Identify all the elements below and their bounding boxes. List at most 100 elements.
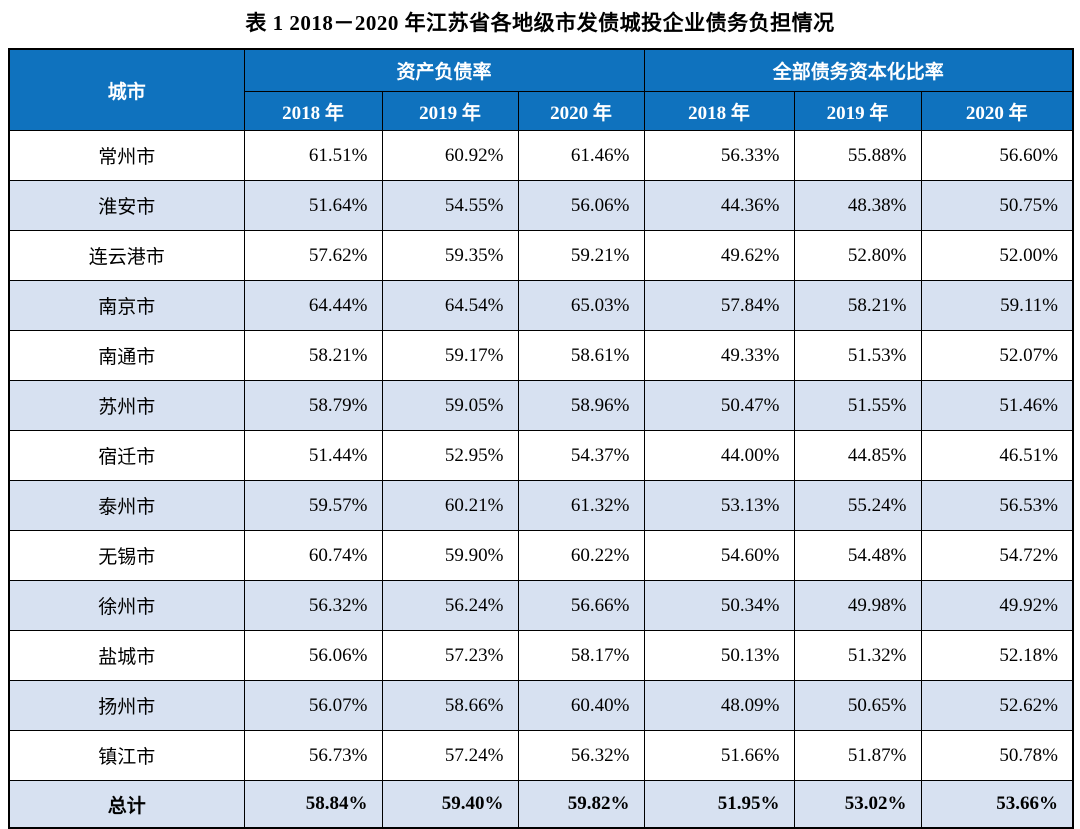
value-cell: 52.62% — [920, 680, 1074, 731]
table-row: 淮安市 51.64% 54.55% 56.06% 44.36% 48.38% 50.75% — [8, 180, 1074, 231]
value-cell: 44.36% — [643, 180, 795, 231]
value-cell: 58.21% — [243, 330, 383, 381]
value-cell: 49.92% — [920, 580, 1074, 631]
table-row-total: 总计 58.84% 59.40% 59.82% 51.95% 53.02% 53.66% — [8, 780, 1074, 829]
header-cell-year: 2018 年 — [643, 91, 795, 131]
value-cell: 56.73% — [243, 730, 383, 781]
value-cell: 50.75% — [920, 180, 1074, 231]
value-cell: 56.06% — [517, 180, 645, 231]
header-cell-year: 2020 年 — [920, 91, 1074, 131]
table-row: 无锡市 60.74% 59.90% 60.22% 54.60% 54.48% 54.72% — [8, 530, 1074, 581]
value-cell: 57.24% — [381, 730, 519, 781]
value-cell: 50.34% — [643, 580, 795, 631]
value-cell: 64.54% — [381, 280, 519, 331]
value-cell: 60.22% — [517, 530, 645, 581]
table-row: 盐城市 56.06% 57.23% 58.17% 50.13% 51.32% 52.18% — [8, 630, 1074, 681]
value-cell: 59.90% — [381, 530, 519, 581]
value-cell: 56.06% — [243, 630, 383, 681]
header-cell-asset-liability-ratio: 资产负债率 — [243, 48, 645, 92]
header-year-row: 2018 年 2019 年 2020 年 2018 年 2019 年 2020 … — [9, 91, 1074, 131]
city-cell: 无锡市 — [8, 530, 245, 581]
value-cell: 56.33% — [643, 130, 795, 181]
header-group-row: 城市 资产负债率 全部债务资本化比率 — [8, 48, 1074, 131]
value-cell: 56.24% — [381, 580, 519, 631]
city-cell: 常州市 — [8, 130, 245, 181]
city-cell: 南通市 — [8, 330, 245, 381]
value-cell: 58.21% — [793, 280, 922, 331]
value-cell: 51.55% — [793, 380, 922, 431]
value-cell: 56.66% — [517, 580, 645, 631]
value-cell: 58.79% — [243, 380, 383, 431]
value-cell: 58.66% — [381, 680, 519, 731]
table-row: 南通市 58.21% 59.17% 58.61% 49.33% 51.53% 52.07% — [8, 330, 1074, 381]
value-cell: 52.80% — [793, 230, 922, 281]
value-cell: 44.85% — [793, 430, 922, 481]
table-header: 城市 资产负债率 全部债务资本化比率 2018 年 2019 年 2020 年 … — [8, 48, 1074, 131]
value-cell: 59.40% — [381, 780, 519, 829]
value-cell: 60.40% — [517, 680, 645, 731]
value-cell: 57.84% — [643, 280, 795, 331]
city-cell: 苏州市 — [8, 380, 245, 431]
header-cell-year: 2018 年 — [243, 91, 383, 131]
value-cell: 55.88% — [793, 130, 922, 181]
city-cell: 盐城市 — [8, 630, 245, 681]
value-cell: 50.13% — [643, 630, 795, 681]
table-row: 徐州市 56.32% 56.24% 56.66% 50.34% 49.98% 49.92% — [8, 580, 1074, 631]
value-cell: 51.46% — [920, 380, 1074, 431]
table-row: 苏州市 58.79% 59.05% 58.96% 50.47% 51.55% 51.46% — [8, 380, 1074, 431]
value-cell: 51.66% — [643, 730, 795, 781]
value-cell: 56.53% — [920, 480, 1074, 531]
table-row: 连云港市 57.62% 59.35% 59.21% 49.62% 52.80% 52.00% — [8, 230, 1074, 281]
value-cell: 64.44% — [243, 280, 383, 331]
value-cell: 59.21% — [517, 230, 645, 281]
value-cell: 52.00% — [920, 230, 1074, 281]
header-cell-total-debt-capitalization-ratio: 全部债务资本化比率 — [643, 48, 1074, 92]
value-cell: 51.44% — [243, 430, 383, 481]
table-title: 表 1 2018－2020 年江苏省各地级市发债城投企业债务负担情况 — [245, 11, 835, 35]
value-cell: 50.78% — [920, 730, 1074, 781]
value-cell: 51.87% — [793, 730, 922, 781]
value-cell: 56.32% — [517, 730, 645, 781]
value-cell: 57.62% — [243, 230, 383, 281]
header-cell-year: 2020 年 — [517, 91, 645, 131]
value-cell: 54.60% — [643, 530, 795, 581]
value-cell: 56.60% — [920, 130, 1074, 181]
table-row: 镇江市 56.73% 57.24% 56.32% 51.66% 51.87% 50.78% — [8, 730, 1074, 781]
city-cell: 徐州市 — [8, 580, 245, 631]
value-cell: 51.32% — [793, 630, 922, 681]
city-cell: 连云港市 — [8, 230, 245, 281]
value-cell: 56.32% — [243, 580, 383, 631]
city-cell: 宿迁市 — [8, 430, 245, 481]
table-row: 南京市 64.44% 64.54% 65.03% 57.84% 58.21% 59.11% — [8, 280, 1074, 331]
value-cell: 58.96% — [517, 380, 645, 431]
table-row: 宿迁市 51.44% 52.95% 54.37% 44.00% 44.85% 46.51% — [8, 430, 1074, 481]
city-cell: 泰州市 — [8, 480, 245, 531]
city-cell: 镇江市 — [8, 730, 245, 781]
value-cell: 51.53% — [793, 330, 922, 381]
debt-burden-table: 城市 资产负债率 全部债务资本化比率 2018 年 2019 年 2020 年 … — [8, 48, 1074, 829]
value-cell: 53.13% — [643, 480, 795, 531]
value-cell: 50.65% — [793, 680, 922, 731]
value-cell: 52.07% — [920, 330, 1074, 381]
value-cell: 59.35% — [381, 230, 519, 281]
value-cell: 65.03% — [517, 280, 645, 331]
value-cell: 46.51% — [920, 430, 1074, 481]
table-row: 泰州市 59.57% 60.21% 61.32% 53.13% 55.24% 56.53% — [8, 480, 1074, 531]
city-cell: 淮安市 — [8, 180, 245, 231]
value-cell: 58.17% — [517, 630, 645, 681]
value-cell: 61.46% — [517, 130, 645, 181]
value-cell: 55.24% — [793, 480, 922, 531]
value-cell: 50.47% — [643, 380, 795, 431]
value-cell: 51.64% — [243, 180, 383, 231]
value-cell: 53.02% — [793, 780, 922, 829]
value-cell: 59.17% — [381, 330, 519, 381]
table-body: 常州市 61.51% 60.92% 61.46% 56.33% 55.88% 56.60% 淮… — [8, 130, 1074, 829]
value-cell: 60.92% — [381, 130, 519, 181]
value-cell: 54.72% — [920, 530, 1074, 581]
value-cell: 59.57% — [243, 480, 383, 531]
value-cell: 60.74% — [243, 530, 383, 581]
value-cell: 59.05% — [381, 380, 519, 431]
header-cell-year: 2019 年 — [793, 91, 922, 131]
value-cell: 49.98% — [793, 580, 922, 631]
